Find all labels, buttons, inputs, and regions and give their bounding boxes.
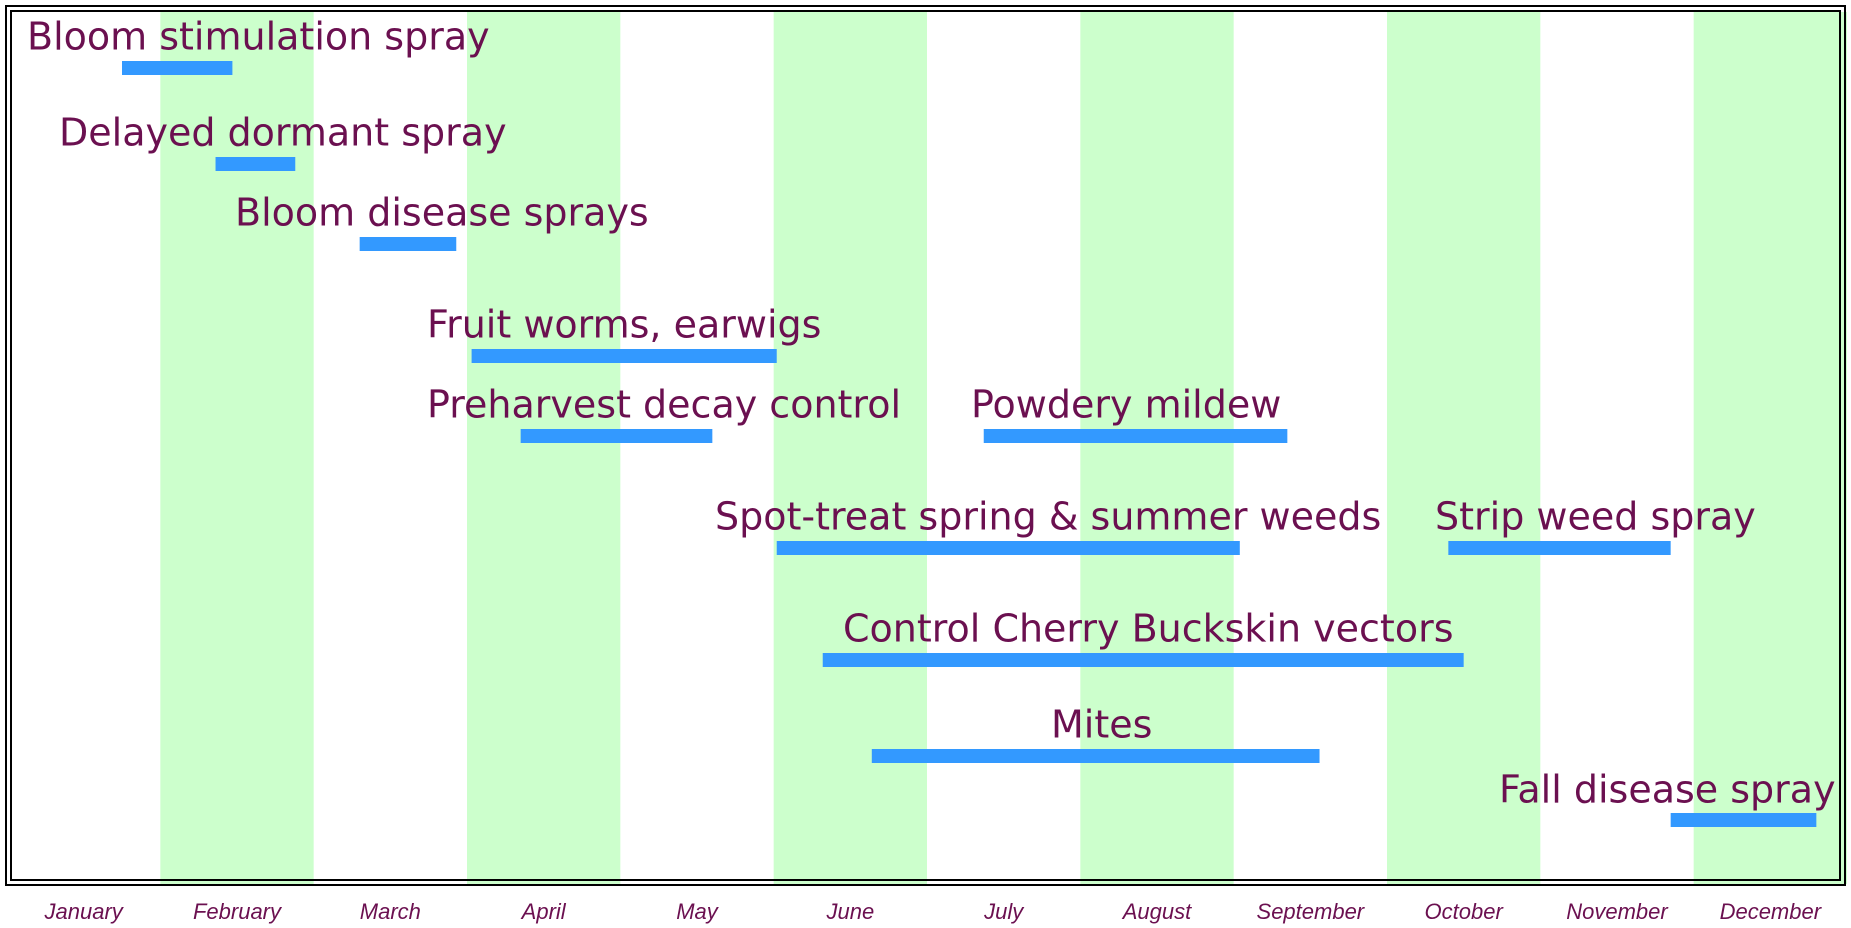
task-bar — [822, 653, 1464, 667]
x-tick-label: December — [1720, 899, 1823, 924]
task-label: Fall disease spray — [1499, 768, 1836, 812]
task-bar — [1448, 541, 1671, 555]
month-bands — [160, 12, 1847, 884]
task-bar — [871, 749, 1320, 763]
task-label: Spot-treat spring & summer weeds — [715, 495, 1381, 539]
x-tick-label: June — [825, 899, 874, 924]
task-label: Control Cherry Buckskin vectors — [843, 607, 1454, 651]
x-tick-label: October — [1425, 899, 1505, 924]
month-band — [1080, 12, 1234, 884]
task-label: Powdery mildew — [971, 383, 1281, 427]
task-label: Bloom disease sprays — [235, 191, 649, 235]
month-band — [1693, 12, 1847, 884]
frame-outer — [5, 5, 1846, 886]
x-tick-label: March — [360, 899, 421, 924]
x-tick-label: January — [44, 899, 125, 924]
task-label: Fruit worms, earwigs — [427, 303, 821, 347]
month-band — [467, 12, 621, 884]
frame-inner — [10, 10, 1841, 881]
task-label: Preharvest decay control — [427, 383, 901, 427]
x-tick-label: August — [1121, 899, 1192, 924]
task-label: Bloom stimulation spray — [27, 15, 490, 59]
task-bar — [776, 541, 1240, 555]
task-bar — [983, 429, 1288, 443]
x-tick-label: February — [193, 899, 283, 924]
task-bar — [122, 61, 233, 75]
task-bar — [471, 349, 777, 363]
month-band — [773, 12, 927, 884]
x-tick-label: April — [520, 899, 567, 924]
task-bar — [1670, 813, 1817, 827]
x-tick-label: September — [1257, 899, 1366, 924]
task-bar — [215, 157, 296, 171]
task-label: Strip weed spray — [1435, 495, 1756, 539]
task-label: Mites — [1051, 703, 1152, 747]
x-tick-label: July — [983, 899, 1025, 924]
task-label: Delayed dormant spray — [59, 111, 507, 155]
x-tick-label: November — [1566, 899, 1669, 924]
task-bar — [359, 237, 457, 251]
month-band — [1387, 12, 1541, 884]
x-tick-label: May — [676, 899, 720, 924]
task-bar — [520, 429, 713, 443]
